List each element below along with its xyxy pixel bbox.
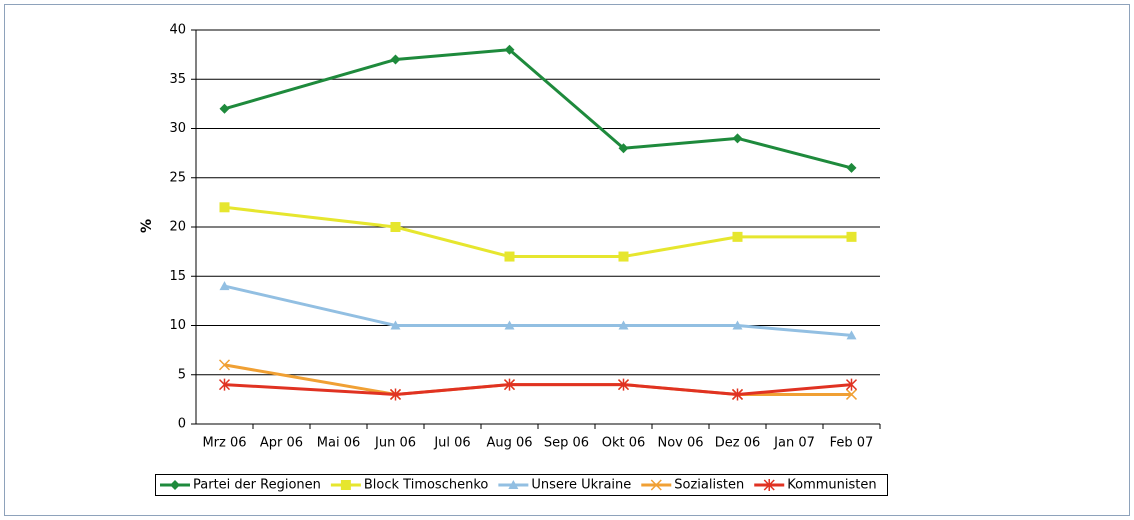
marker [219,103,230,114]
line-segment [395,48,510,62]
marker [503,378,516,391]
y-tick-label: 15 [169,269,186,284]
x-tick-label: Feb 07 [830,436,874,451]
marker [732,231,743,242]
legend-label: Sozialisten [674,478,744,493]
marker [618,320,629,330]
y-tick-label: 0 [178,417,186,432]
marker [846,231,857,242]
marker [732,133,743,144]
y-tick-label: 40 [169,23,186,38]
marker [218,378,231,391]
line-segment [508,48,625,150]
legend-label: Kommunisten [787,478,876,493]
marker [390,222,401,232]
line-segment [737,383,852,396]
marker [219,202,230,213]
line-segment [224,383,396,396]
y-axis-label: % [139,219,155,233]
marker [504,251,515,262]
marker [170,480,180,490]
x-tick-label: Jan 07 [773,436,815,451]
line-segment [623,235,738,259]
marker [731,388,744,401]
marker [618,251,629,262]
x-tick-label: Aug 06 [486,436,532,451]
y-tick-label: 20 [169,220,186,235]
line-segment [737,136,852,170]
marker [219,281,230,291]
x-tick-label: Mrz 06 [202,436,246,451]
marker [504,44,515,55]
marker [763,479,775,491]
marker [846,162,857,173]
marker [846,330,857,340]
marker [390,320,401,330]
line-segment [623,136,738,150]
frame [4,4,1130,516]
x-tick-label: Sep 06 [544,436,589,451]
x-tick-label: Nov 06 [657,436,703,451]
marker [389,388,402,401]
marker [845,388,858,400]
x-tick-label: Okt 06 [602,436,646,451]
line-segment [395,225,510,259]
line-segment [224,58,396,111]
marker [618,143,629,154]
y-tick-label: 30 [169,121,186,136]
legend-label: Partei der Regionen [193,478,321,493]
marker [845,378,858,391]
legend-label: Unsere Ukraine [531,478,631,493]
line-segment [224,363,396,396]
line-segment [224,284,396,327]
marker [390,54,401,65]
x-tick-label: Mai 06 [317,436,360,451]
line-segment [224,205,396,229]
marker [508,480,519,489]
x-tick-label: Jul 06 [433,436,470,451]
y-tick-label: 25 [169,170,186,185]
marker [340,480,351,490]
marker [732,320,743,330]
line-segment [737,324,852,337]
marker [617,378,630,391]
x-tick-label: Dez 06 [715,436,761,451]
x-tick-label: Apr 06 [260,436,303,451]
marker [504,320,515,330]
y-tick-label: 10 [169,318,186,333]
x-tick-label: Jun 06 [374,436,416,451]
marker [650,479,662,491]
line-segment [395,383,510,396]
y-tick-label: 5 [178,367,186,382]
legend-label: Block Timoschenko [364,478,489,493]
line-segment [623,383,738,396]
marker [218,359,231,371]
y-tick-label: 35 [169,72,186,87]
